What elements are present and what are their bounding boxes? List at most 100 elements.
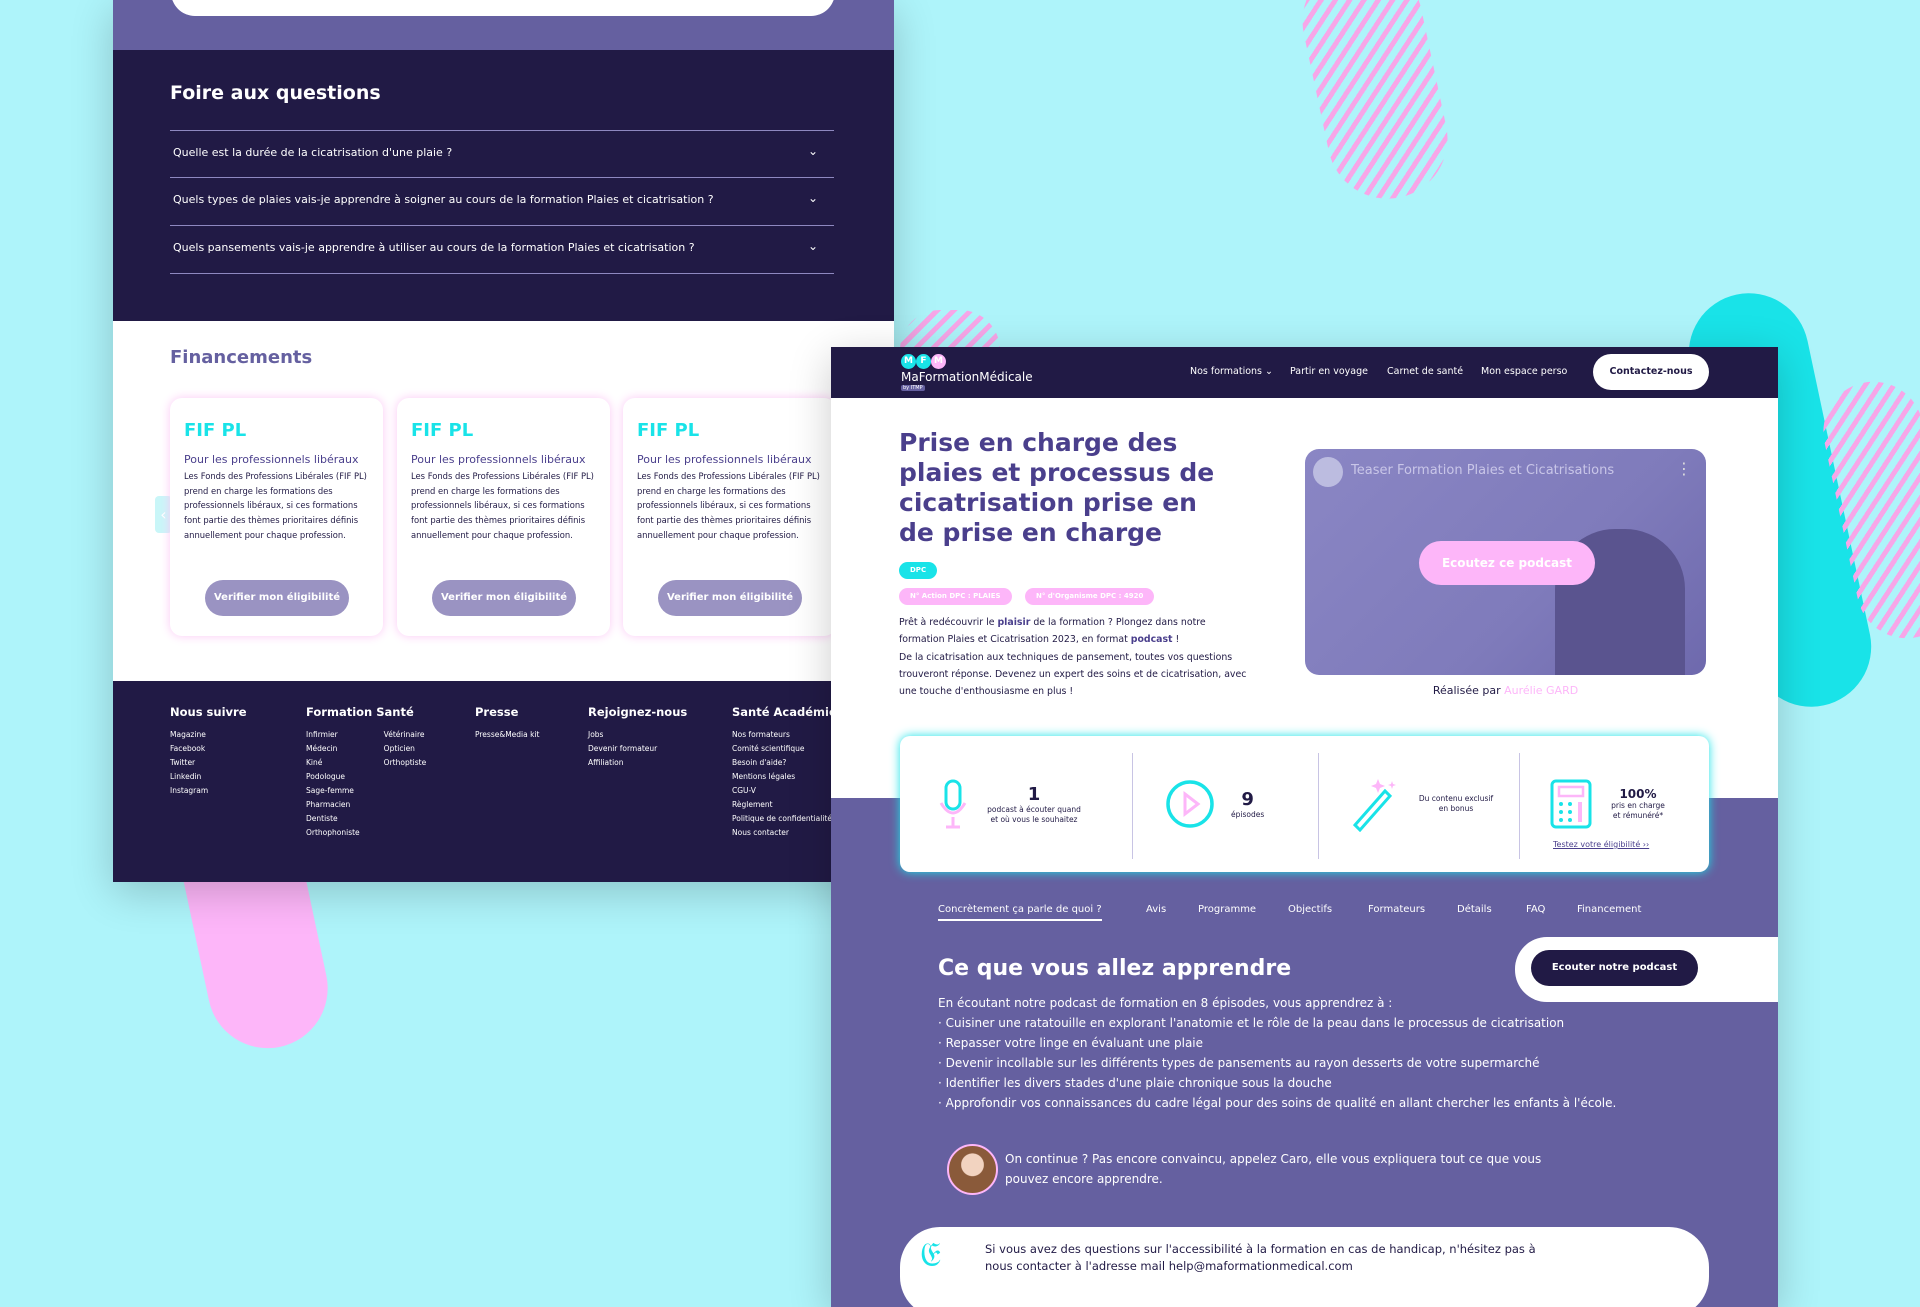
listen-our-podcast-button[interactable]: Ecouter notre podcast — [1531, 950, 1698, 986]
tab-details[interactable]: Détails — [1457, 904, 1492, 915]
learn-list: En écoutant notre podcast de formation e… — [938, 993, 1616, 1113]
chevron-down-icon: ⌄ — [807, 191, 818, 205]
verify-eligibility-button[interactable]: Verifier mon éligibilité — [432, 580, 576, 616]
footer-link[interactable]: Mentions légales — [732, 772, 796, 781]
video-player[interactable]: Teaser Formation Plaies et Cicatrisation… — [1305, 449, 1706, 675]
footer-link[interactable]: Linkedin — [170, 772, 202, 781]
footer-link[interactable]: Sage-femme — [306, 786, 354, 795]
footer-heading: Rejoignez-nous — [588, 705, 688, 719]
logo-letter: F — [916, 354, 931, 369]
magic-wand-icon — [1352, 778, 1396, 832]
footer-link[interactable]: Infirmier — [306, 730, 338, 739]
faq-question: Quelle est la durée de la cicatrisation … — [173, 146, 453, 159]
nav-partir-en-voyage[interactable]: Partir en voyage — [1290, 366, 1368, 377]
footer-link[interactable]: Orthoptiste — [383, 758, 427, 767]
footer-link[interactable]: Besoin d'aide? — [732, 758, 787, 767]
stat-episodes: 9 épisodes — [1165, 736, 1264, 872]
list-item: · Devenir incollable sur les différents … — [938, 1056, 1540, 1070]
footer-link[interactable]: Médecin — [306, 744, 338, 753]
made-by: Réalisée par Aurélie GARD — [1432, 684, 1579, 697]
accessibility-text: Si vous avez des questions sur l'accessi… — [985, 1242, 1536, 1273]
search-bar[interactable] — [171, 0, 835, 16]
nav-carnet-de-sante[interactable]: Carnet de santé — [1387, 366, 1464, 377]
verify-eligibility-button[interactable]: Verifier mon éligibilité — [658, 580, 802, 616]
footer-link[interactable]: Kiné — [306, 758, 323, 767]
microphone-icon — [939, 779, 967, 829]
organisme-dpc-pill: N° d'Organisme DPC : 4920 — [1025, 588, 1155, 605]
footer-link[interactable]: Facebook — [170, 744, 206, 753]
footer-link[interactable]: Magazine — [170, 730, 206, 739]
footer-link[interactable]: Jobs — [588, 730, 604, 739]
card-title: FIF PL — [411, 420, 474, 441]
tab-concretement[interactable]: Concrètement ça parle de quoi ? — [938, 904, 1102, 921]
faq-item[interactable]: Quels pansements vais-je apprendre à uti… — [170, 225, 834, 272]
dpc-badge: DPC — [899, 562, 938, 579]
card-title: FIF PL — [184, 420, 247, 441]
footer-link[interactable]: Comité scientifique — [732, 744, 805, 753]
footer-link[interactable]: Vétérinaire — [383, 730, 425, 739]
footer-heading: Formation Santé — [306, 705, 414, 719]
footer-link[interactable]: Podologue — [306, 772, 345, 781]
footer-link[interactable]: Règlement — [732, 800, 773, 809]
tab-objectifs[interactable]: Objectifs — [1288, 904, 1333, 915]
footer-link[interactable]: Dentiste — [306, 814, 338, 823]
list-item: · Cuisiner une ratatouille en explorant … — [938, 1016, 1565, 1030]
play-circle-icon — [1166, 780, 1214, 828]
faq-section: Foire aux questions Quelle est la durée … — [113, 50, 894, 321]
footer-link[interactable]: Nos formateurs — [732, 730, 790, 739]
more-options-icon[interactable]: ⋮ — [1676, 459, 1692, 478]
footer-link[interactable]: Opticien — [383, 744, 415, 753]
funding-card: FIF PL Pour les professionnels libéraux … — [623, 398, 836, 636]
verify-eligibility-button[interactable]: Verifier mon éligibilité — [205, 580, 349, 616]
footer-link[interactable]: Twitter — [170, 758, 196, 767]
tab-faq[interactable]: FAQ — [1526, 904, 1546, 915]
listen-podcast-button[interactable]: Ecoutez ce podcast — [1419, 541, 1595, 585]
stat-funding: 100% pris en charge et rémunéré* — [1550, 754, 1668, 854]
faq-item[interactable]: Quels types de plaies vais-je apprendre … — [170, 177, 834, 224]
footer-link[interactable]: Pharmacien — [306, 800, 351, 809]
navbar: M F M MaFormationMédicale by ITMP Nos fo… — [831, 347, 1778, 398]
accessibility-banner: 𝔈 Si vous avez des questions sur l'acces… — [900, 1227, 1709, 1307]
avatar — [947, 1144, 998, 1195]
faq-item[interactable]: Quelle est la durée de la cicatrisation … — [170, 130, 834, 177]
tab-avis[interactable]: Avis — [1146, 904, 1167, 915]
footer-heading: Presse — [475, 705, 519, 719]
tab-formateurs[interactable]: Formateurs — [1368, 904, 1426, 915]
ear-icon: 𝔈 — [920, 1235, 941, 1275]
nav-nos-formations[interactable]: Nos formations ⌄ — [1190, 366, 1273, 377]
footer-link[interactable]: CGU-V — [732, 786, 756, 795]
footer-col: Santé Académie Nos formateurs Comité scien… — [732, 705, 837, 840]
contact-button[interactable]: Contactez-nous — [1593, 354, 1709, 390]
footer-link[interactable]: Politique de confidentialité — [732, 814, 832, 823]
author-link[interactable]: Aurélie GARD — [1504, 684, 1579, 697]
footer-heading: Nous suivre — [170, 705, 247, 719]
footer-heading: Santé Académie — [732, 705, 837, 719]
footer-link[interactable]: Instagram — [170, 786, 209, 795]
brand-by: by ITMP — [901, 385, 925, 391]
footer-link[interactable]: Affiliation — [588, 758, 624, 767]
stat-bonus: Du contenu exclusif en bonus — [1350, 736, 1496, 872]
footer-link[interactable]: Orthophoniste — [306, 828, 360, 837]
chevron-down-icon: ⌄ — [807, 239, 818, 253]
card-text: Les Fonds des Professions Libérales (FIF… — [184, 471, 367, 540]
list-item: · Repasser votre linge en évaluant une p… — [938, 1036, 1204, 1050]
footer-link[interactable]: Nous contacter — [732, 828, 790, 837]
card-text: Les Fonds des Professions Libérales (FIF… — [637, 471, 820, 540]
learn-intro: En écoutant notre podcast de formation e… — [938, 996, 1393, 1010]
tab-programme[interactable]: Programme — [1198, 904, 1257, 915]
logo[interactable]: M F M — [901, 354, 946, 369]
action-dpc-pill: N° Action DPC : PLAIES — [899, 588, 1012, 605]
section-title: Ce que vous allez apprendre — [938, 956, 1292, 981]
footer-col: Formation Santé Infirmier Médecin Kiné Podo… — [306, 705, 426, 840]
faq-title: Foire aux questions — [170, 82, 381, 104]
footer-link[interactable]: Devenir formateur — [588, 744, 658, 753]
chevron-left-icon[interactable]: ‹ — [155, 496, 172, 533]
card-subtitle: Pour les professionnels libéraux — [184, 453, 359, 466]
footer-link[interactable]: Presse&Media kit — [475, 730, 540, 739]
nav-mon-espace-perso[interactable]: Mon espace perso — [1481, 366, 1568, 377]
test-eligibility-link[interactable]: Testez votre éligibilité ›› — [1553, 840, 1650, 849]
channel-logo — [1313, 457, 1343, 487]
tab-financement[interactable]: Financement — [1577, 904, 1642, 915]
faq-question: Quels types de plaies vais-je apprendre … — [173, 193, 714, 206]
funding-card: FIF PL Pour les professionnels libéraux … — [170, 398, 383, 636]
